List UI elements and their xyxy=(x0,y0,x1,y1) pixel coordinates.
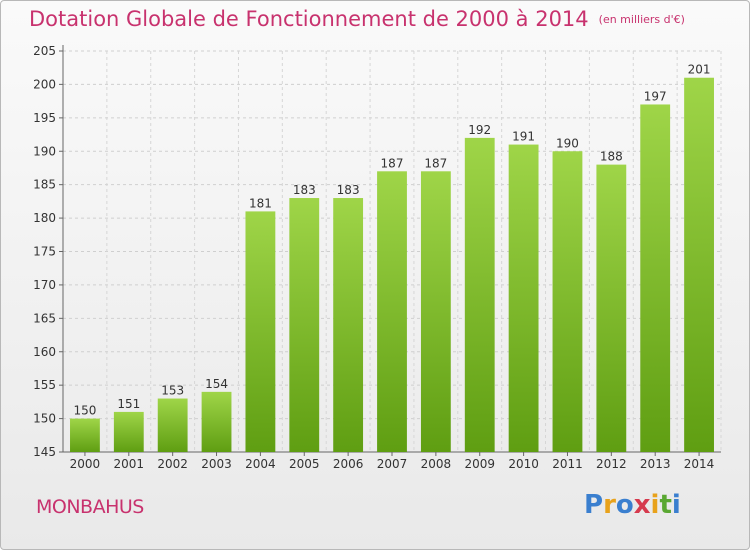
y-tick-label: 190 xyxy=(33,144,56,158)
y-tick-label: 205 xyxy=(33,44,56,58)
logo-letter: i xyxy=(671,490,681,520)
x-tick-label: 2005 xyxy=(289,457,320,471)
y-tick-label: 145 xyxy=(33,445,56,459)
bar xyxy=(684,77,714,452)
x-tick-label: 2006 xyxy=(333,457,364,471)
bar-value-label: 153 xyxy=(161,384,184,398)
x-tick-label: 2003 xyxy=(201,457,232,471)
x-tick-label: 2001 xyxy=(114,457,145,471)
y-tick-label: 180 xyxy=(33,211,56,225)
logo-letter: r xyxy=(603,490,616,520)
bar xyxy=(640,104,671,452)
y-tick-label: 195 xyxy=(33,111,56,125)
bars xyxy=(70,77,714,453)
bar xyxy=(420,171,451,453)
y-tick-label: 185 xyxy=(33,178,56,192)
bar-value-label: 191 xyxy=(512,130,535,144)
bar xyxy=(70,418,100,452)
logo-letter: o xyxy=(615,490,634,520)
logo-letter: P xyxy=(584,490,604,520)
bar-value-label: 192 xyxy=(468,123,491,137)
y-tick-label: 150 xyxy=(33,412,56,426)
bar xyxy=(552,151,583,452)
x-tick-label: 2004 xyxy=(245,457,276,471)
bar-value-label: 150 xyxy=(73,404,96,418)
bar xyxy=(201,391,232,452)
y-tick-label: 175 xyxy=(33,245,56,259)
y-tick-label: 155 xyxy=(33,378,56,392)
x-tick-label: 2008 xyxy=(421,457,452,471)
bar xyxy=(596,164,627,452)
bar-value-label: 151 xyxy=(117,397,140,411)
chart-title: Dotation Globale de Fonctionnement de 20… xyxy=(29,7,685,31)
proxiti-logo: Proxiti xyxy=(584,490,681,520)
x-tick-label: 2000 xyxy=(70,457,101,471)
x-tick-label: 2009 xyxy=(464,457,495,471)
title-text: Dotation Globale de Fonctionnement de 20… xyxy=(29,7,589,31)
y-tick-label: 160 xyxy=(33,345,56,359)
bar-value-label: 187 xyxy=(424,156,447,170)
logo-letter: i xyxy=(650,490,660,520)
x-tick-label: 2012 xyxy=(596,457,627,471)
bar-value-label: 183 xyxy=(293,183,316,197)
bar-value-label: 188 xyxy=(600,150,623,164)
bar xyxy=(464,137,495,452)
bar-value-label: 197 xyxy=(644,89,667,103)
bar xyxy=(245,211,276,452)
bar xyxy=(508,144,539,453)
logo-letter: x xyxy=(633,490,651,520)
y-tick-label: 165 xyxy=(33,311,56,325)
title-unit: (en milliers d'€) xyxy=(598,13,685,26)
x-tick-label: 2013 xyxy=(640,457,671,471)
bar xyxy=(377,171,407,453)
x-tick-label: 2010 xyxy=(508,457,539,471)
x-tick-label: 2002 xyxy=(157,457,188,471)
bar xyxy=(333,198,364,452)
bar xyxy=(113,411,144,452)
bar xyxy=(157,398,188,452)
y-tick-label: 170 xyxy=(33,278,56,292)
bar-value-label: 187 xyxy=(381,156,404,170)
logo-letter: t xyxy=(659,490,672,520)
bar-value-label: 201 xyxy=(688,63,711,77)
bar-value-label: 190 xyxy=(556,136,579,150)
y-tick-label: 200 xyxy=(33,77,56,91)
bar-value-label: 181 xyxy=(249,196,272,210)
x-tick-label: 2011 xyxy=(552,457,583,471)
x-tick-label: 2007 xyxy=(377,457,408,471)
value-labels: 150 151 153 154 181 183 183 187 187 192 191 190 188 1… xyxy=(73,63,710,418)
commune-name: MONBAHUS xyxy=(36,496,144,518)
bar-value-label: 183 xyxy=(337,183,360,197)
bar xyxy=(289,198,320,452)
bar-value-label: 154 xyxy=(205,377,228,391)
x-tick-label: 2014 xyxy=(684,457,715,471)
